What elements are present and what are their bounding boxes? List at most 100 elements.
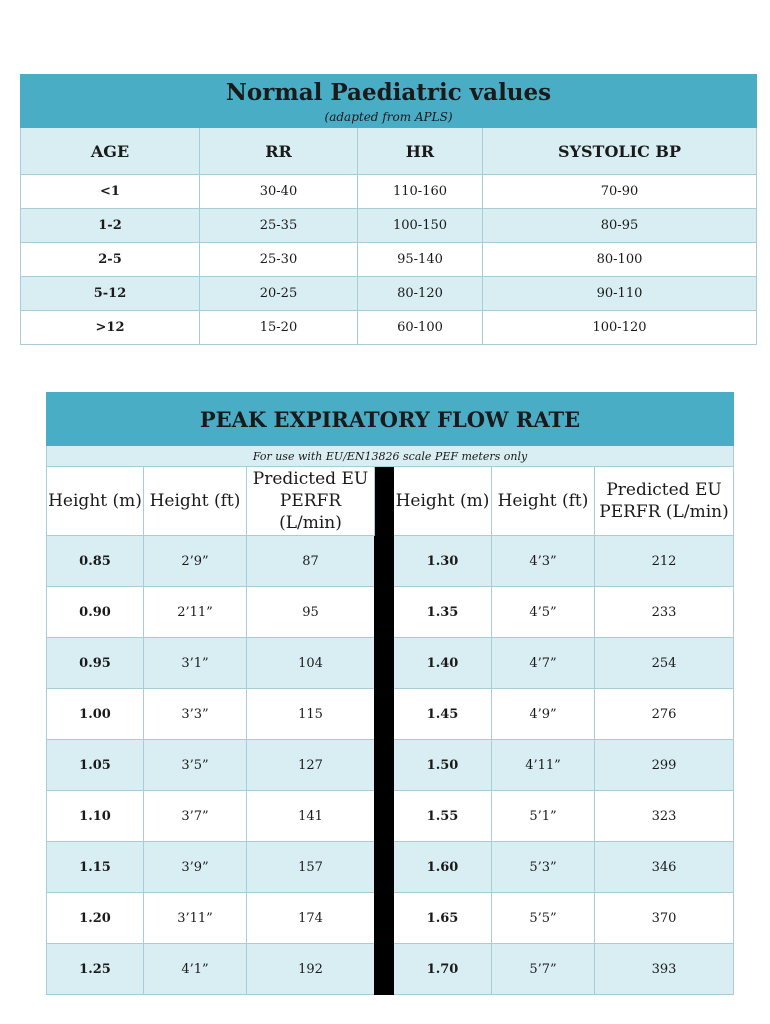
- height-m-cell: 1.70: [393, 943, 492, 995]
- header-height-m-left: Height (m): [46, 466, 144, 536]
- pefr-cell: 104: [246, 637, 375, 689]
- height-ft-cell: 4’7”: [491, 637, 595, 689]
- table-row: 5-12 20-25 80-120 90-110: [20, 276, 758, 311]
- paediatric-table-subtitle: (adapted from APLS): [19, 109, 758, 128]
- hr-cell: 95-140: [357, 242, 483, 277]
- height-ft-cell: 4’5”: [491, 586, 595, 638]
- bp-cell: 80-95: [481, 208, 758, 243]
- table-row: 0.95 3’1” 104 1.40 4’7” 254: [46, 637, 735, 689]
- height-m-cell: 1.35: [393, 586, 492, 638]
- height-ft-cell: 2’9”: [143, 535, 247, 587]
- pefr-cell: 95: [246, 586, 375, 638]
- hr-cell: 110-160: [357, 174, 483, 209]
- height-m-cell: 1.25: [46, 943, 144, 995]
- bp-cell: 70-90: [481, 174, 758, 209]
- rr-cell: 25-35: [199, 208, 358, 243]
- bp-cell: 100-120: [481, 310, 758, 345]
- table-row: 1.15 3’9” 157 1.60 5’3” 346: [46, 841, 735, 893]
- header-systolic-bp: SYSTOLIC BP: [481, 127, 758, 175]
- height-m-cell: 1.00: [46, 688, 144, 740]
- age-cell: 2-5: [20, 242, 200, 277]
- hr-cell: 100-150: [357, 208, 483, 243]
- height-m-cell: 1.45: [393, 688, 492, 740]
- height-m-cell: 1.55: [393, 790, 492, 842]
- height-m-cell: 1.50: [393, 739, 492, 791]
- header-hr: HR: [357, 127, 483, 175]
- height-ft-cell: 4’3”: [491, 535, 595, 587]
- table-row: >12 15-20 60-100 100-120: [20, 310, 758, 345]
- height-m-cell: 0.95: [46, 637, 144, 689]
- pefr-table-title: PEAK EXPIRATORY FLOW RATE: [45, 392, 735, 446]
- height-m-cell: 1.15: [46, 841, 144, 893]
- table-row: 1.25 4’1” 192 1.70 5’7” 393: [46, 943, 735, 995]
- bp-cell: 90-110: [481, 276, 758, 311]
- table-row: <1 30-40 110-160 70-90: [20, 174, 758, 209]
- height-ft-cell: 5’5”: [491, 892, 595, 944]
- height-ft-cell: 2’11”: [143, 586, 247, 638]
- height-m-cell: 1.65: [393, 892, 492, 944]
- header-height-ft-right: Height (ft): [491, 466, 595, 536]
- height-ft-cell: 3’9”: [143, 841, 247, 893]
- height-ft-cell: 5’7”: [491, 943, 595, 995]
- height-ft-cell: 4’9”: [491, 688, 595, 740]
- hr-cell: 60-100: [357, 310, 483, 345]
- pefr-cell: 174: [246, 892, 375, 944]
- pefr-cell: 370: [593, 892, 735, 944]
- age-cell: 1-2: [20, 208, 200, 243]
- table-row: 0.85 2’9” 87 1.30 4’3” 212: [46, 535, 735, 587]
- column-divider: [374, 466, 394, 995]
- header-predicted-left: Predicted EU PERFR (L/min): [246, 466, 375, 536]
- pefr-table-note: For use with EU/EN13826 scale PEF meters…: [45, 445, 735, 467]
- height-ft-cell: 3’3”: [143, 688, 247, 740]
- age-cell: <1: [20, 174, 200, 209]
- height-m-cell: 1.60: [393, 841, 492, 893]
- pefr-cell: 254: [593, 637, 735, 689]
- rr-cell: 15-20: [199, 310, 358, 345]
- height-ft-cell: 3’11”: [143, 892, 247, 944]
- pefr-cell: 233: [593, 586, 735, 638]
- table-row: 2-5 25-30 95-140 80-100: [20, 242, 758, 277]
- height-ft-cell: 5’1”: [491, 790, 595, 842]
- age-cell: 5-12: [20, 276, 200, 311]
- paediatric-header-row: AGE RR HR SYSTOLIC BP: [20, 127, 758, 175]
- pefr-header-row: Height (m) Height (ft) Predicted EU PERF…: [46, 466, 735, 995]
- height-ft-cell: 4’1”: [143, 943, 247, 995]
- header-height-ft-left: Height (ft): [143, 466, 247, 536]
- height-m-cell: 1.20: [46, 892, 144, 944]
- height-ft-cell: 3’7”: [143, 790, 247, 842]
- table-row: 1.00 3’3” 115 1.45 4’9” 276: [46, 688, 735, 740]
- height-m-cell: 1.05: [46, 739, 144, 791]
- rr-cell: 25-30: [199, 242, 358, 277]
- hr-cell: 80-120: [357, 276, 483, 311]
- bp-cell: 80-100: [481, 242, 758, 277]
- pefr-cell: 87: [246, 535, 375, 587]
- header-predicted-right: Predicted EU PERFR (L/min): [593, 466, 735, 536]
- height-ft-cell: 5’3”: [491, 841, 595, 893]
- header-rr: RR: [199, 127, 358, 175]
- header-age: AGE: [20, 127, 200, 175]
- pefr-cell: 127: [246, 739, 375, 791]
- pefr-cell: 115: [246, 688, 375, 740]
- paediatric-table-title: Normal Paediatric values: [19, 74, 758, 110]
- pefr-cell: 276: [593, 688, 735, 740]
- height-m-cell: 1.30: [393, 535, 492, 587]
- rr-cell: 20-25: [199, 276, 358, 311]
- height-m-cell: 1.10: [46, 790, 144, 842]
- height-m-cell: 0.85: [46, 535, 144, 587]
- height-ft-cell: 4’11”: [491, 739, 595, 791]
- table-row: 0.90 2’11” 95 1.35 4’5” 233: [46, 586, 735, 638]
- table-row: 1-2 25-35 100-150 80-95: [20, 208, 758, 243]
- table-row: 1.10 3’7” 141 1.55 5’1” 323: [46, 790, 735, 842]
- paediatric-values-table: Normal Paediatric values (adapted from A…: [19, 74, 758, 345]
- pefr-cell: 346: [593, 841, 735, 893]
- rr-cell: 30-40: [199, 174, 358, 209]
- pefr-table: PEAK EXPIRATORY FLOW RATE For use with E…: [45, 392, 735, 995]
- height-m-cell: 1.40: [393, 637, 492, 689]
- pefr-cell: 323: [593, 790, 735, 842]
- pefr-cell: 141: [246, 790, 375, 842]
- height-m-cell: 0.90: [46, 586, 144, 638]
- age-cell: >12: [20, 310, 200, 345]
- table-row: 1.20 3’11” 174 1.65 5’5” 370: [46, 892, 735, 944]
- pefr-cell: 212: [593, 535, 735, 587]
- pefr-cell: 192: [246, 943, 375, 995]
